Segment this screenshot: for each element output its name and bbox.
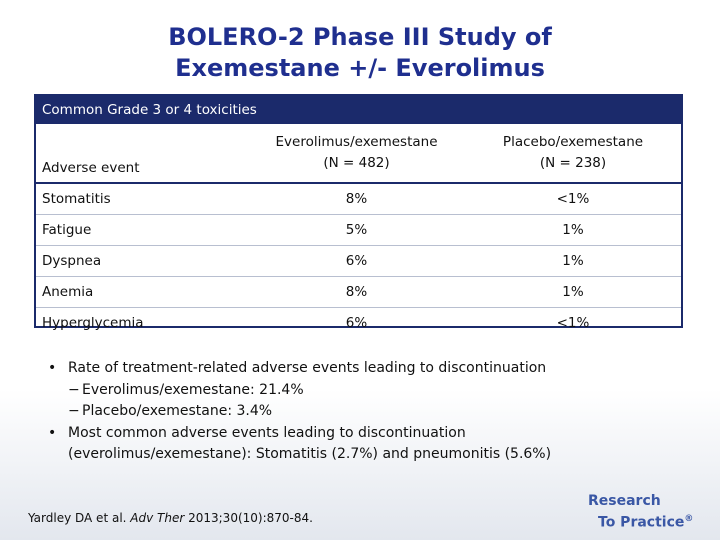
- dash-marker: −: [68, 403, 80, 419]
- bullet-continuation: (everolimus/exemestane): Stomatitis (2.7…: [46, 444, 646, 466]
- registered-mark: ®: [684, 514, 694, 524]
- sub-bullet-item: − Everolimus/exemestane: 21.4%: [46, 380, 646, 402]
- sub-bullet-item: − Placebo/exemestane: 3.4%: [46, 401, 646, 423]
- header-placebo-name: Placebo/exemestane: [502, 134, 644, 150]
- bullet-item: • Rate of treatment-related adverse even…: [46, 358, 646, 380]
- bullet-item: • Most common adverse events leading to …: [46, 423, 646, 445]
- bullet-marker: •: [48, 360, 57, 376]
- header-placebo: Placebo/exemestane (N = 238): [465, 124, 681, 184]
- table-row: Anemia 8% 1%: [36, 276, 681, 308]
- bullet-marker: •: [48, 424, 57, 441]
- row-everolimus-value: 6%: [248, 307, 465, 338]
- dash-marker: −: [68, 381, 80, 398]
- logo-line-1: Research: [588, 493, 661, 509]
- citation-authors: Yardley DA et al.: [28, 511, 131, 525]
- header-adverse-event: Adverse event: [36, 124, 248, 184]
- sub-bullet-text: Placebo/exemestane: 3.4%: [82, 403, 273, 419]
- header-everolimus: Everolimus/exemestane (N = 482): [248, 124, 465, 184]
- row-everolimus-value: 8%: [248, 276, 465, 308]
- row-placebo-value: 1%: [465, 214, 681, 246]
- logo-line-2-text: To Practice: [598, 514, 685, 531]
- toxicity-table: Common Grade 3 or 4 toxicities Adverse e…: [34, 94, 683, 338]
- bullet-text: Most common adverse events leading to di…: [68, 424, 466, 441]
- table-row: Hyperglycemia 6% <1%: [36, 307, 681, 338]
- header-everolimus-name: Everolimus/exemestane: [275, 134, 438, 150]
- citation-journal: Adv Ther: [130, 511, 185, 525]
- row-event: Stomatitis: [42, 191, 111, 207]
- row-event: Fatigue: [36, 214, 248, 246]
- row-placebo-value: <1%: [465, 307, 681, 338]
- table-row: Stomatitis 8% <1%: [36, 183, 681, 215]
- row-everolimus-value: 8%: [345, 191, 368, 207]
- bullet-text: Rate of treatment-related adverse events…: [68, 360, 547, 376]
- logo-line-2: To Practice®: [588, 510, 693, 532]
- citation-ref: 2013;30(10):870-84.: [184, 511, 313, 525]
- row-event: Dyspnea: [36, 245, 248, 277]
- slide-title: BOLERO-2 Phase III Study of Exemestane +…: [0, 22, 720, 84]
- title-line-2: Exemestane +/- Everolimus: [175, 54, 545, 82]
- bullet-list: • Rate of treatment-related adverse even…: [46, 358, 646, 466]
- table-caption: Common Grade 3 or 4 toxicities: [36, 96, 681, 124]
- row-placebo-value: 1%: [465, 276, 681, 308]
- table-row: Fatigue 5% 1%: [36, 214, 681, 246]
- table-row: Dyspnea 6% 1%: [36, 245, 681, 277]
- title-line-1: BOLERO-2 Phase III Study of: [168, 23, 552, 51]
- research-to-practice-logo: Research To Practice®: [588, 492, 693, 532]
- row-everolimus-value: 5%: [248, 214, 465, 246]
- row-everolimus-value: 6%: [248, 245, 465, 277]
- table-header-row: Adverse event Everolimus/exemestane (N =…: [36, 124, 681, 184]
- toxicity-grid: Adverse event Everolimus/exemestane (N =…: [36, 124, 681, 338]
- bullet-text-cont: (everolimus/exemestane): Stomatitis (2.7…: [68, 446, 552, 462]
- row-event: Anemia: [36, 276, 248, 308]
- sub-bullet-text: Everolimus/exemestane: 21.4%: [82, 381, 304, 398]
- row-event: Hyperglycemia: [36, 307, 248, 338]
- citation: Yardley DA et al. Adv Ther 2013;30(10):8…: [28, 511, 313, 525]
- row-placebo-value: <1%: [556, 191, 590, 207]
- header-placebo-n: (N = 238): [539, 155, 607, 171]
- row-placebo-value: 1%: [465, 245, 681, 277]
- header-everolimus-n: (N = 482): [323, 155, 390, 171]
